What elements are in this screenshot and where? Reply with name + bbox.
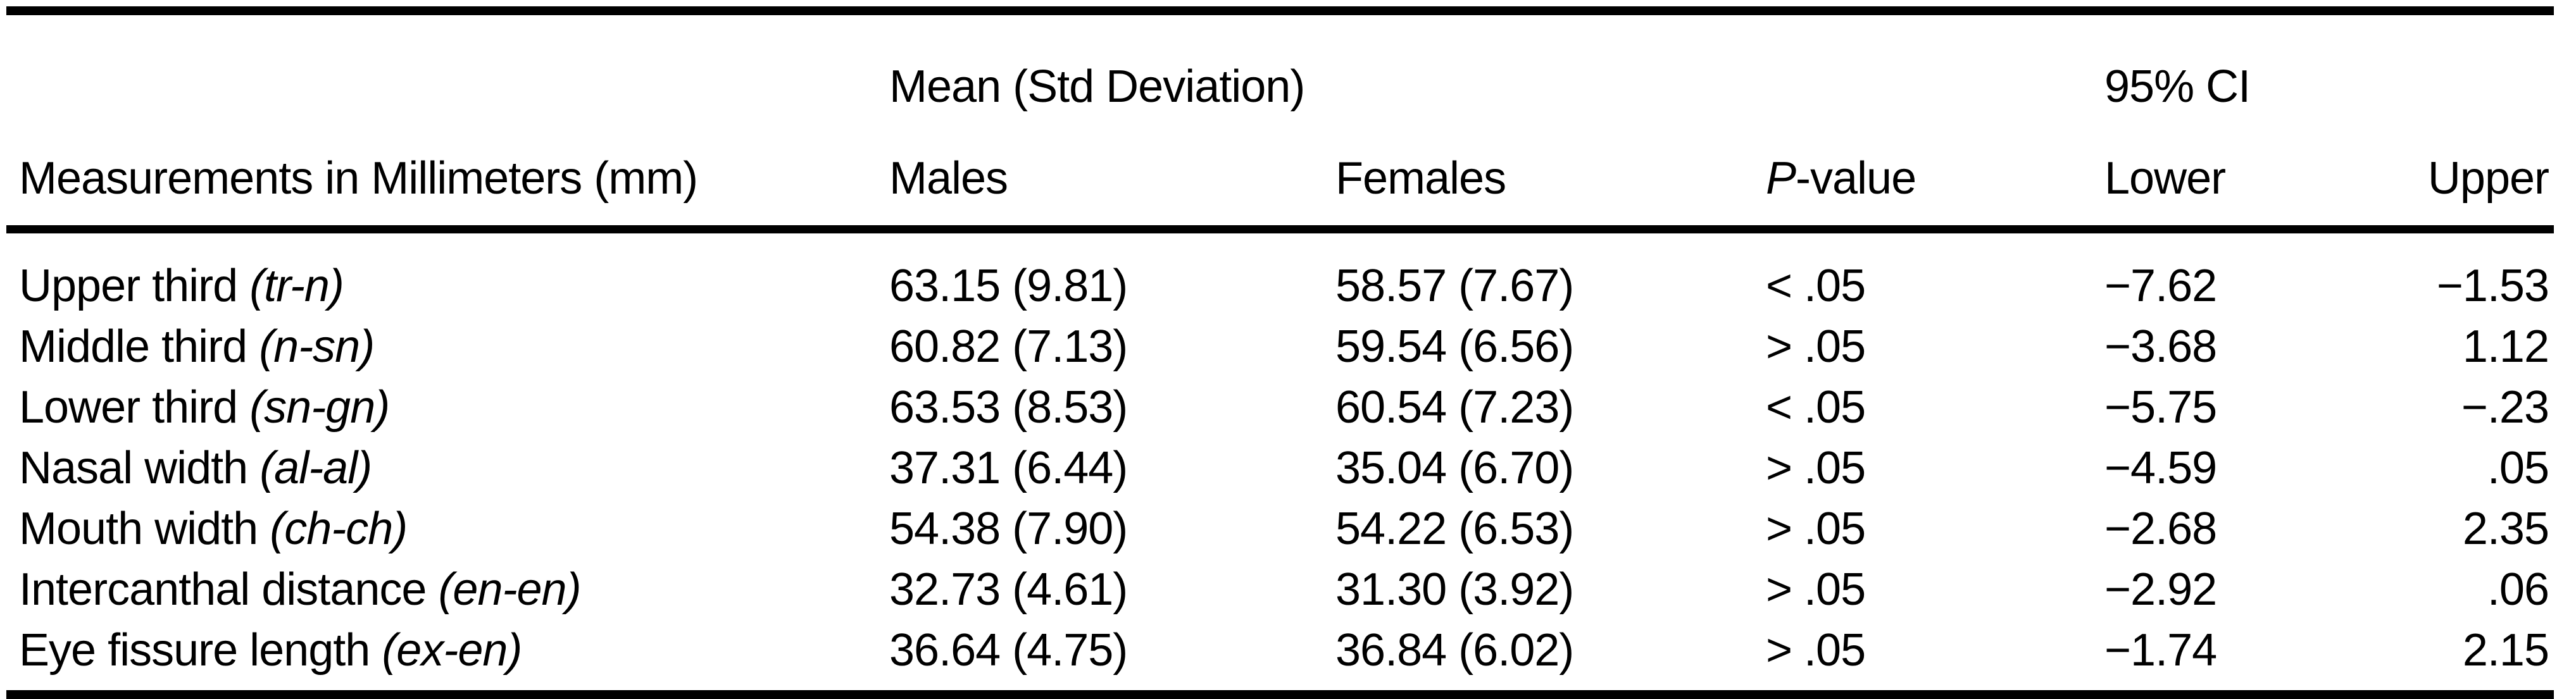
ci-lower-value: −5.75	[2104, 382, 2217, 433]
row-label: Upper third	[19, 261, 238, 311]
table-row: Middle third (n-sn) 60.82 (7.13) 59.54 (…	[6, 316, 2554, 377]
ci-lower-value: −3.68	[2104, 321, 2217, 372]
group-header-mean-sd: Mean (Std Deviation)	[889, 11, 1766, 109]
p-value: > .05	[1766, 564, 1866, 615]
row-label-cell: Eye fissure length (ex-en)	[6, 620, 889, 695]
group-header-mean-sd-label: Mean (Std Deviation)	[889, 61, 1305, 112]
col-header-ci-upper: Upper	[2335, 109, 2554, 233]
table-row: Intercanthal distance (en-en) 32.73 (4.6…	[6, 559, 2554, 620]
ci-upper-value: 1.12	[2462, 321, 2549, 372]
males-value: 54.38 (7.90)	[889, 504, 1128, 554]
ci-upper-value: 2.35	[2462, 504, 2549, 554]
group-header-ci: 95% CI	[2104, 11, 2554, 109]
row-abbr: (sn-gn)	[249, 382, 390, 433]
ci-lower-value: −2.68	[2104, 504, 2217, 554]
ci-lower-value: −2.92	[2104, 564, 2217, 615]
females-value: 60.54 (7.23)	[1335, 382, 1574, 433]
row-abbr: (al-al)	[259, 443, 372, 493]
males-value: 60.82 (7.13)	[889, 321, 1128, 372]
row-label-cell: Middle third (n-sn)	[6, 316, 889, 377]
row-label-cell: Upper third (tr-n)	[6, 230, 889, 317]
ci-lower-value: −1.74	[2104, 625, 2217, 676]
ci-upper-value: 2.15	[2462, 625, 2549, 676]
row-abbr: (ch-ch)	[270, 504, 408, 554]
table-row: Upper third (tr-n) 63.15 (9.81) 58.57 (7…	[6, 230, 2554, 317]
table-row: Nasal width (al-al) 37.31 (6.44) 35.04 (…	[6, 438, 2554, 498]
row-abbr: (tr-n)	[249, 261, 344, 311]
p-italic: P	[1766, 153, 1796, 204]
females-value: 35.04 (6.70)	[1335, 443, 1574, 493]
p-value: > .05	[1766, 321, 1866, 372]
ci-lower-value: −7.62	[2104, 261, 2217, 311]
spacer-cell	[1766, 11, 2104, 109]
col-header-p-value: P-value	[1766, 109, 2104, 233]
males-value: 63.53 (8.53)	[889, 382, 1128, 433]
ci-upper-value: .05	[2487, 443, 2549, 493]
group-header-mean-sd-inner: Mean (Std Deviation)	[889, 64, 1766, 109]
row-abbr: (en-en)	[438, 564, 581, 615]
row-label: Lower third	[19, 382, 238, 433]
col-header-ci-lower: Lower	[2104, 109, 2335, 233]
row-label-cell: Nasal width (al-al)	[6, 438, 889, 498]
p-value: > .05	[1766, 504, 1866, 554]
row-label-cell: Lower third (sn-gn)	[6, 377, 889, 438]
row-label: Intercanthal distance	[19, 564, 427, 615]
row-label-cell: Mouth width (ch-ch)	[6, 498, 889, 559]
p-value: > .05	[1766, 625, 1866, 676]
ci-lower-value: −4.59	[2104, 443, 2217, 493]
females-value: 58.57 (7.67)	[1335, 261, 1574, 311]
females-value: 54.22 (6.53)	[1335, 504, 1574, 554]
row-label: Mouth width	[19, 504, 258, 554]
table-row: Eye fissure length (ex-en) 36.64 (4.75) …	[6, 620, 2554, 695]
row-abbr: (ex-en)	[382, 625, 522, 676]
males-value: 37.31 (6.44)	[889, 443, 1128, 493]
group-header-row: Measurements in Millimeters (mm) Mean (S…	[6, 11, 2554, 233]
row-abbr: (n-sn)	[259, 321, 375, 372]
p-rest: -value	[1796, 153, 1916, 204]
table-row: Mouth width (ch-ch) 54.38 (7.90) 54.22 (…	[6, 498, 2554, 559]
column-header-row: Males Females P-value Lower Upper	[6, 109, 2554, 233]
col-header-females: Females	[1335, 109, 1766, 233]
ci-upper-value: −1.53	[2436, 261, 2549, 311]
males-value: 32.73 (4.61)	[889, 564, 1128, 615]
group-header-ci-inner: 95% CI	[2104, 64, 2554, 109]
p-value: < .05	[1766, 261, 1866, 311]
p-value: < .05	[1766, 382, 1866, 433]
table-row: Lower third (sn-gn) 63.53 (8.53) 60.54 (…	[6, 377, 2554, 438]
females-value: 59.54 (6.56)	[1335, 321, 1574, 372]
row-label: Eye fissure length	[19, 625, 370, 676]
col-header-males: Males	[889, 109, 1335, 233]
males-value: 36.64 (4.75)	[889, 625, 1128, 676]
row-label: Middle third	[19, 321, 247, 372]
measurements-table: Measurements in Millimeters (mm) Mean (S…	[6, 6, 2554, 699]
males-value: 63.15 (9.81)	[889, 261, 1128, 311]
group-header-ci-label: 95% CI	[2104, 61, 2251, 112]
row-label-cell: Intercanthal distance (en-en)	[6, 559, 889, 620]
row-label: Nasal width	[19, 443, 248, 493]
p-value: > .05	[1766, 443, 1866, 493]
females-value: 36.84 (6.02)	[1335, 625, 1574, 676]
ci-upper-value: −.23	[2461, 382, 2549, 433]
col-header-measurements: Measurements in Millimeters (mm)	[6, 11, 889, 233]
females-value: 31.30 (3.92)	[1335, 564, 1574, 615]
ci-upper-value: .06	[2487, 564, 2549, 615]
